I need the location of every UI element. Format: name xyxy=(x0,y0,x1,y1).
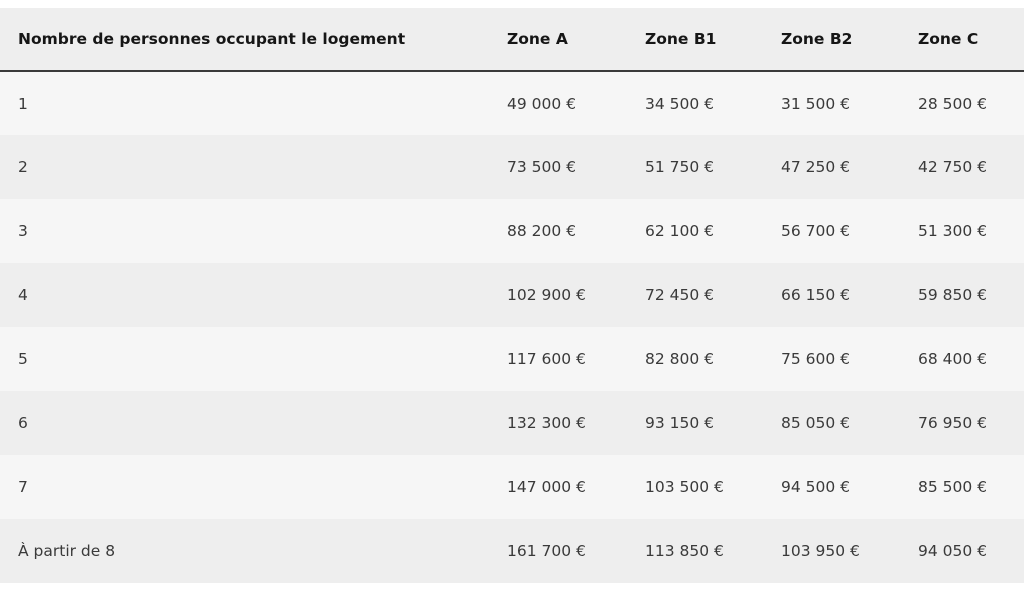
table-row: 5 117 600 € 82 800 € 75 600 € 68 400 € xyxy=(0,327,1024,391)
cell-zone-c: 42 750 € xyxy=(918,158,988,176)
cell-zone-a: 147 000 € xyxy=(507,478,586,496)
cell-zone-a: 88 200 € xyxy=(507,222,577,240)
cell-zone-c: 51 300 € xyxy=(918,222,988,240)
table-row: 2 73 500 € 51 750 € 47 250 € 42 750 € xyxy=(0,135,1024,199)
header-zone-b1: Zone B1 xyxy=(645,30,717,48)
cell-zone-a: 161 700 € xyxy=(507,542,586,560)
cell-zone-b2: 103 950 € xyxy=(781,542,860,560)
cell-zone-b2: 66 150 € xyxy=(781,286,851,304)
header-zone-c: Zone C xyxy=(918,30,979,48)
cell-zone-a: 49 000 € xyxy=(507,94,577,113)
table-row: 3 88 200 € 62 100 € 56 700 € 51 300 € xyxy=(0,199,1024,263)
cell-persons: 1 xyxy=(18,94,28,113)
cell-zone-b1: 72 450 € xyxy=(645,286,715,304)
cell-zone-b2: 47 250 € xyxy=(781,158,851,176)
table-row: 4 102 900 € 72 450 € 66 150 € 59 850 € xyxy=(0,263,1024,327)
cell-zone-c: 85 500 € xyxy=(918,478,988,496)
cell-zone-c: 94 050 € xyxy=(918,542,988,560)
cell-zone-c: 28 500 € xyxy=(918,94,988,113)
cell-persons: 5 xyxy=(18,350,28,368)
cell-zone-b2: 85 050 € xyxy=(781,414,851,432)
income-ceiling-table: Nombre de personnes occupant le logement… xyxy=(0,8,1024,583)
cell-zone-b1: 103 500 € xyxy=(645,478,724,496)
cell-persons: 2 xyxy=(18,158,28,176)
cell-zone-c: 76 950 € xyxy=(918,414,988,432)
cell-zone-b1: 93 150 € xyxy=(645,414,715,432)
cell-persons: 7 xyxy=(18,478,28,496)
cell-zone-b1: 51 750 € xyxy=(645,158,715,176)
cell-zone-b1: 34 500 € xyxy=(645,94,715,113)
cell-zone-b2: 94 500 € xyxy=(781,478,851,496)
cell-zone-b1: 62 100 € xyxy=(645,222,715,240)
cell-zone-b2: 75 600 € xyxy=(781,350,851,368)
cell-zone-b2: 31 500 € xyxy=(781,94,851,113)
cell-persons: 6 xyxy=(18,414,28,432)
cell-zone-c: 59 850 € xyxy=(918,286,988,304)
table-row: À partir de 8 161 700 € 113 850 € 103 950 €… xyxy=(0,519,1024,583)
header-zone-b2: Zone B2 xyxy=(781,30,853,48)
cell-persons: À partir de 8 xyxy=(18,542,116,560)
table-header-row: Nombre de personnes occupant le logement… xyxy=(0,8,1024,71)
cell-persons: 3 xyxy=(18,222,28,240)
cell-zone-b2: 56 700 € xyxy=(781,222,851,240)
cell-zone-b1: 113 850 € xyxy=(645,542,724,560)
cell-zone-c: 68 400 € xyxy=(918,350,988,368)
cell-persons: 4 xyxy=(18,286,28,304)
header-zone-a: Zone A xyxy=(507,30,568,48)
cell-zone-a: 102 900 € xyxy=(507,286,586,304)
cell-zone-a: 117 600 € xyxy=(507,350,586,368)
table-row: 7 147 000 € 103 500 € 94 500 € 85 500 € xyxy=(0,455,1024,519)
table-row: 6 132 300 € 93 150 € 85 050 € 76 950 € xyxy=(0,391,1024,455)
header-persons: Nombre de personnes occupant le logement xyxy=(18,30,406,48)
cell-zone-a: 73 500 € xyxy=(507,158,577,176)
cell-zone-b1: 82 800 € xyxy=(645,350,715,368)
cell-zone-a: 132 300 € xyxy=(507,414,586,432)
table-row: 1 49 000 € 34 500 € 31 500 € 28 500 € xyxy=(0,71,1024,135)
